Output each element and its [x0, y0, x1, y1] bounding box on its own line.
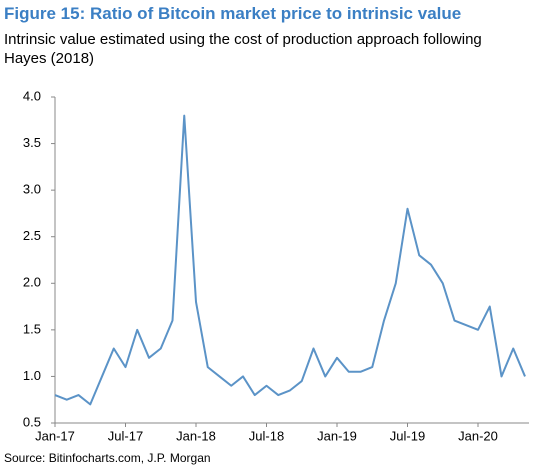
data-line [54, 114, 526, 406]
x-tick-label: Jan-20 [458, 428, 498, 443]
y-tick-label: 3.5 [23, 135, 41, 150]
y-tick-label: 4.0 [23, 88, 41, 103]
y-tick-label: 1.5 [23, 321, 41, 336]
chart-subtitle: Intrinsic value estimated using the cost… [4, 31, 482, 67]
source-note: Source: Bitinfocharts.com, J.P. Morgan [4, 451, 211, 465]
y-tick-label: 3.0 [23, 182, 41, 197]
x-tick-label: Jan-17 [35, 428, 75, 443]
x-tick-label: Jul-18 [249, 428, 284, 443]
x-tick-label: Jul-17 [108, 428, 143, 443]
y-tick-label: 2.5 [23, 228, 41, 243]
y-tick-label: 2.0 [23, 275, 41, 290]
x-tick-label: Jan-18 [176, 428, 216, 443]
chart-title: Figure 15: Ratio of Bitcoin market price… [4, 4, 462, 23]
y-tick-label: 0.5 [23, 414, 41, 429]
x-tick-label: Jan-19 [317, 428, 357, 443]
x-tick-label: Jul-19 [390, 428, 425, 443]
y-tick-label: 1.0 [23, 368, 41, 383]
